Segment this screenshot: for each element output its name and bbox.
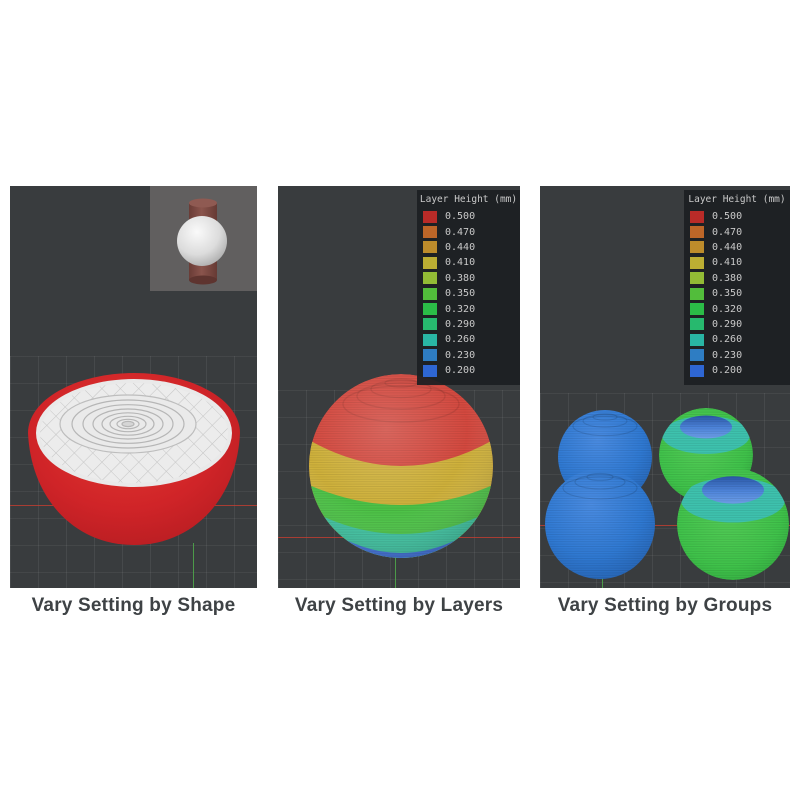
legend-color-swatch (690, 287, 704, 300)
legend-value: 0.320 (712, 303, 743, 315)
legend-value: 0.470 (445, 226, 476, 238)
legend-entry: 0.500 (684, 209, 790, 224)
legend-color-swatch (423, 272, 437, 285)
legend-color-swatch (423, 318, 437, 331)
legend-entry: 0.200 (684, 363, 790, 378)
legend-color-swatch (423, 349, 437, 362)
legend-entry: 0.320 (417, 301, 520, 316)
legend-color-swatch (423, 256, 437, 269)
layer-height-legend: Layer Height (mm) 0.500 0.470 0.440 0.410 0.… (684, 190, 790, 386)
legend-value: 0.470 (712, 226, 743, 238)
legend-value: 0.500 (445, 211, 476, 223)
legend-color-swatch (690, 364, 704, 377)
legend-entry: 0.260 (684, 332, 790, 347)
legend-value: 0.440 (712, 241, 743, 253)
legend-color-swatch (423, 210, 437, 223)
legend-value: 0.350 (445, 288, 476, 300)
layer-height-legend: Layer Height (mm) 0.500 0.470 0.440 0.410 0.… (417, 190, 520, 386)
panel-caption-layers: Vary Setting by Layers (294, 595, 504, 616)
legend-rows: 0.500 0.470 0.440 0.410 0.380 0.350 0.320 0.290… (684, 209, 790, 378)
slicer-viewport-shape (10, 186, 257, 588)
legend-title: Layer Height (mm) (688, 194, 786, 205)
legend-value: 0.200 (445, 365, 476, 377)
legend-value: 0.230 (712, 349, 743, 361)
modifier-preview-thumbnail (150, 186, 257, 291)
bowl-scene (28, 373, 240, 545)
y-axis-line (193, 543, 194, 588)
legend-entry: 0.350 (417, 286, 520, 301)
concentric-rings (59, 394, 197, 454)
legend-entry: 0.380 (684, 271, 790, 286)
panel-vary-by-shape: Vary Setting by Shape (10, 186, 257, 617)
x-axis-line (540, 525, 790, 526)
legend-rows: 0.500 0.470 0.440 0.410 0.380 0.350 0.320 0.290… (417, 209, 520, 378)
legend-color-swatch (690, 303, 704, 316)
legend-value: 0.260 (712, 334, 743, 346)
legend-color-swatch (690, 333, 704, 346)
legend-entry: 0.260 (417, 332, 520, 347)
legend-entry: 0.230 (684, 348, 790, 363)
modifier-scene (177, 198, 227, 285)
legend-color-swatch (423, 241, 437, 254)
legend-entry: 0.290 (417, 317, 520, 332)
legend-value: 0.200 (712, 365, 743, 377)
legend-entry: 0.440 (684, 240, 790, 255)
legend-color-swatch (690, 226, 704, 239)
panel-vary-by-layers: Layer Height (mm) 0.500 0.470 0.440 0.410 0.… (278, 186, 520, 617)
slicer-viewport-groups: Layer Height (mm) 0.500 0.470 0.440 0.410 0.… (540, 186, 790, 588)
legend-entry: 0.380 (417, 271, 520, 286)
legend-value: 0.230 (445, 349, 476, 361)
panel-caption-groups: Vary Setting by Groups (557, 595, 773, 616)
panel-vary-by-groups: Layer Height (mm) 0.500 0.470 0.440 0.410 0.… (540, 186, 790, 617)
legend-value: 0.410 (712, 257, 743, 269)
legend-value: 0.350 (712, 288, 743, 300)
legend-value: 0.410 (445, 257, 476, 269)
legend-entry: 0.320 (684, 301, 790, 316)
y-axis-line (395, 558, 396, 588)
sphere-layer-bands-object (309, 374, 493, 558)
legend-color-swatch (690, 318, 704, 331)
legend-value: 0.440 (445, 241, 476, 253)
legend-entry: 0.500 (417, 209, 520, 224)
legend-value: 0.380 (445, 272, 476, 284)
legend-entry: 0.350 (684, 286, 790, 301)
legend-color-swatch (423, 303, 437, 316)
legend-value: 0.260 (445, 334, 476, 346)
legend-value: 0.290 (712, 318, 743, 330)
legend-color-swatch (423, 333, 437, 346)
legend-color-swatch (690, 256, 704, 269)
legend-color-swatch (690, 210, 704, 223)
slicer-viewport-layers: Layer Height (mm) 0.500 0.470 0.440 0.410 0.… (278, 186, 520, 588)
legend-title: Layer Height (mm) (419, 194, 518, 205)
banded-sphere-scene (309, 374, 493, 558)
legend-color-swatch (423, 364, 437, 377)
legend-color-swatch (690, 241, 704, 254)
blue-sphere-front (545, 469, 655, 579)
legend-entry: 0.470 (684, 224, 790, 239)
green-sphere-front (677, 468, 789, 580)
legend-value: 0.380 (712, 272, 743, 284)
legend-entry: 0.200 (417, 363, 520, 378)
legend-entry: 0.290 (684, 317, 790, 332)
legend-entry: 0.410 (417, 255, 520, 270)
legend-color-swatch (423, 287, 437, 300)
legend-color-swatch (690, 272, 704, 285)
legend-color-swatch (690, 349, 704, 362)
panel-caption-shape: Vary Setting by Shape (31, 595, 236, 616)
legend-entry: 0.410 (684, 255, 790, 270)
legend-value: 0.290 (445, 318, 476, 330)
legend-value: 0.320 (445, 303, 476, 315)
legend-value: 0.500 (712, 211, 743, 223)
grouped-spheres-scene (545, 408, 789, 580)
legend-color-swatch (423, 226, 437, 239)
legend-entry: 0.470 (417, 224, 520, 239)
legend-entry: 0.230 (417, 348, 520, 363)
modifier-sphere (177, 216, 227, 266)
legend-entry: 0.440 (417, 240, 520, 255)
